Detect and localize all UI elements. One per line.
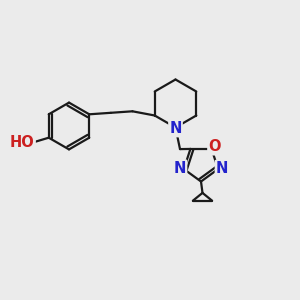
Text: HO: HO (10, 135, 35, 150)
Text: N: N (216, 161, 228, 176)
Text: O: O (208, 139, 221, 154)
Text: N: N (169, 121, 182, 136)
Text: N: N (174, 161, 186, 176)
